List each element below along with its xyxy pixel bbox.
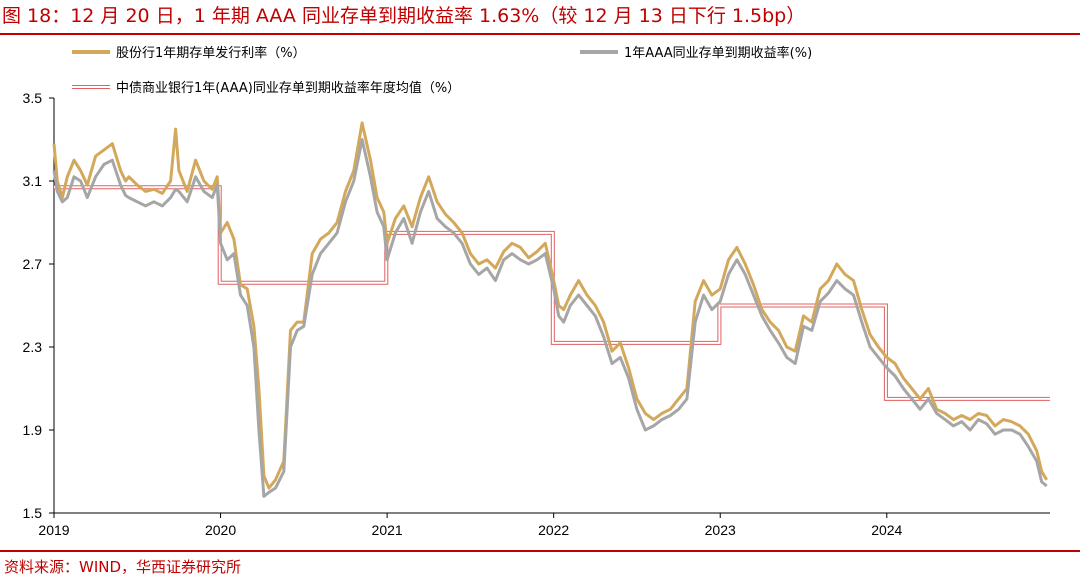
x-tick-label: 2022	[538, 522, 569, 538]
x-tick-label: 2023	[705, 522, 736, 538]
ticks: 1.5 1.9 2.3 2.7 3.1 3.5 2019 2020 2021 2022 2023 20…	[23, 90, 903, 538]
x-tick-label: 2019	[38, 522, 69, 538]
line-chart: 股份行1年期存单发行利率（%） 1年AAA同业存单到期收益率(%) 中债商业银行…	[23, 45, 1050, 538]
footer-rule	[0, 550, 1080, 552]
legend-label-series-3: 中债商业银行1年(AAA)同业存单到期收益率年度均值（%）	[116, 80, 460, 96]
series-2-line	[52, 138, 1048, 498]
x-tick-label: 2020	[205, 522, 236, 538]
y-tick-label: 3.1	[23, 173, 43, 189]
source-note: 资料来源：WIND，华西证券研究所	[4, 558, 242, 576]
y-tick-label: 2.7	[23, 256, 43, 272]
legend: 股份行1年期存单发行利率（%） 1年AAA同业存单到期收益率(%) 中债商业银行…	[72, 45, 812, 96]
legend-label-series-2: 1年AAA同业存单到期收益率(%)	[624, 45, 812, 61]
series-3-line-inner	[54, 186, 1050, 400]
axes	[53, 98, 1050, 514]
y-tick-label: 2.3	[23, 339, 43, 355]
y-tick-label: 1.9	[23, 422, 43, 438]
legend-label-series-1: 股份行1年期存单发行利率（%）	[116, 45, 306, 61]
y-tick-label: 3.5	[23, 90, 43, 106]
series-lines	[52, 121, 1050, 498]
y-tick-label: 1.5	[23, 505, 43, 521]
x-tick-label: 2024	[871, 522, 902, 538]
x-tick-label: 2021	[372, 522, 403, 538]
page-title: 图 18：12 月 20 日，1 年期 AAA 同业存单到期收益率 1.63%（…	[2, 5, 806, 27]
series-1-line	[52, 121, 1048, 490]
title-rule	[0, 33, 1080, 35]
